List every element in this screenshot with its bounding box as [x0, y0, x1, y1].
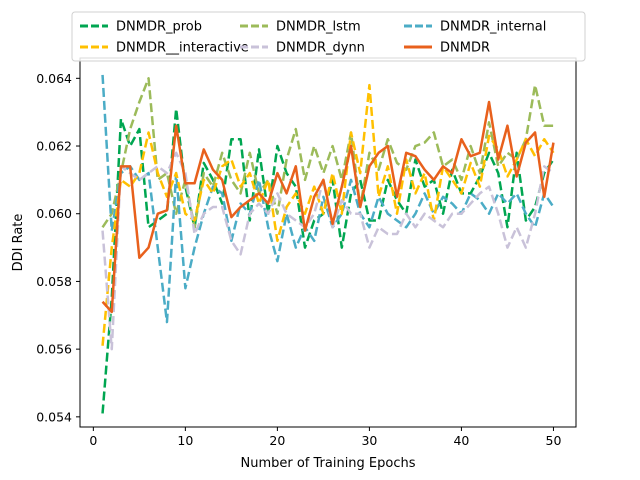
x-tick-label: 40: [453, 433, 469, 448]
y-tick-label: 0.054: [36, 409, 72, 424]
legend-entry-label: DNMDR_lstm: [276, 20, 361, 35]
x-axis-label: Number of Training Epochs: [240, 456, 415, 471]
legend-entry-label: DNMDR_internal: [440, 20, 546, 35]
legend: DNMDR_prob DNMDR_lstm DNMDR_internal DNMDR_…: [71, 11, 586, 62]
series-line-dnmdr-lstm: [101, 77, 554, 229]
y-axis-label: DDI Rate: [11, 214, 26, 272]
axes-frame: [79, 57, 577, 428]
y-tick-label: 0.058: [36, 274, 72, 289]
legend-frame: [71, 11, 586, 62]
x-tick-label: 10: [177, 433, 193, 448]
x-tick-label: 50: [546, 433, 562, 448]
y-tick-label: 0.062: [36, 139, 72, 154]
x-tick-label: 0: [89, 433, 97, 448]
series-line-dnmdr-internal: [101, 74, 555, 324]
x-tick-label: 30: [361, 433, 377, 448]
y-tick-label: 0.056: [36, 342, 72, 357]
y-axis-ticks: 0.054 0.056 0.058 0.060 0.062 0.064: [36, 71, 80, 424]
x-axis-ticks: 0 10 20 30 40 50: [89, 427, 561, 448]
y-tick-label: 0.064: [36, 71, 72, 86]
series-line-dnmdr-interactive: [101, 83, 555, 346]
legend-entry-label: DNMDR_dynn: [276, 41, 365, 56]
legend-entry-label: DNMDR__interactive: [116, 41, 249, 56]
plot-lines: [101, 74, 555, 414]
x-tick-label: 20: [269, 433, 285, 448]
legend-entry-label: DNMDR_prob: [116, 20, 202, 35]
y-tick-label: 0.060: [36, 206, 72, 221]
series-line-dnmdr: [101, 100, 555, 314]
legend-entry-label: DNMDR: [440, 41, 490, 56]
